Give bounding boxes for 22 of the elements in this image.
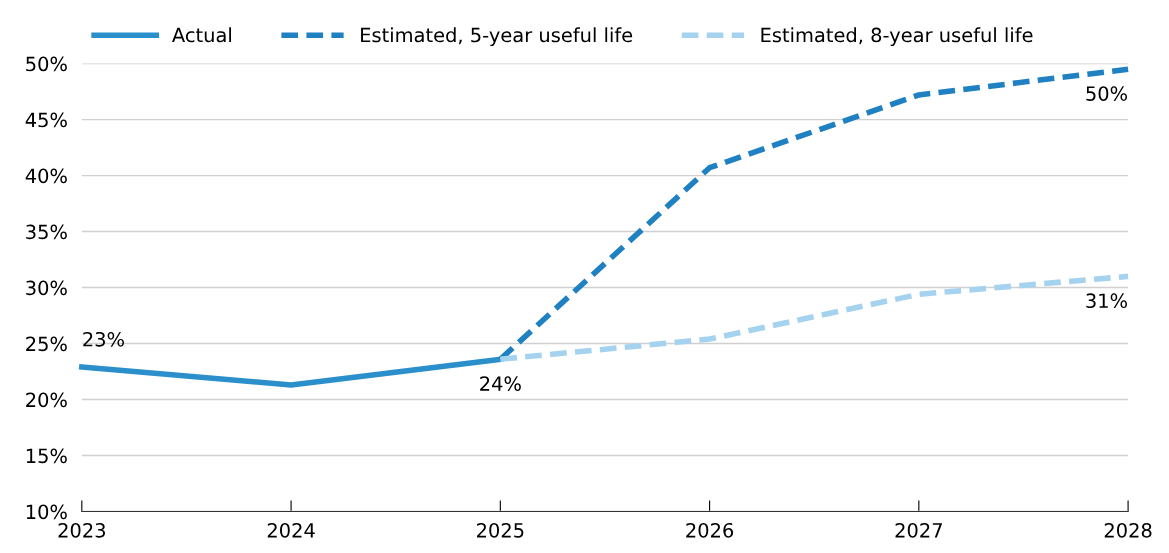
y-tick-label: 45% [25, 112, 67, 128]
legend-label: Estimated, 5-year useful life [361, 27, 633, 47]
data-label: 24% [480, 376, 521, 391]
y-tick-label: 10% [26, 504, 67, 520]
y-tick-label: 15% [26, 448, 67, 464]
data-label: 50% [1086, 86, 1128, 101]
data-label: 31% [1086, 293, 1128, 309]
data-label: 23% [83, 331, 124, 347]
x-tick-label: 2024 [267, 522, 315, 538]
legend-label: Actual [172, 27, 231, 43]
x-tick-label: 2023 [58, 522, 106, 538]
x-tick-label: 2026 [686, 522, 734, 538]
y-tick-label: 50% [26, 56, 67, 72]
y-tick-label: 25% [26, 336, 67, 352]
y-tick-label: 30% [26, 280, 67, 296]
y-tick-label: 20% [26, 392, 67, 408]
x-tick-label: 2025 [477, 522, 524, 538]
x-tick-label: 2027 [895, 522, 942, 538]
x-tick-label: 2028 [1104, 522, 1152, 538]
y-tick-label: 40% [25, 168, 67, 184]
legend-label: Estimated, 8-year useful life [761, 27, 1033, 47]
y-tick-label: 35% [26, 224, 67, 240]
